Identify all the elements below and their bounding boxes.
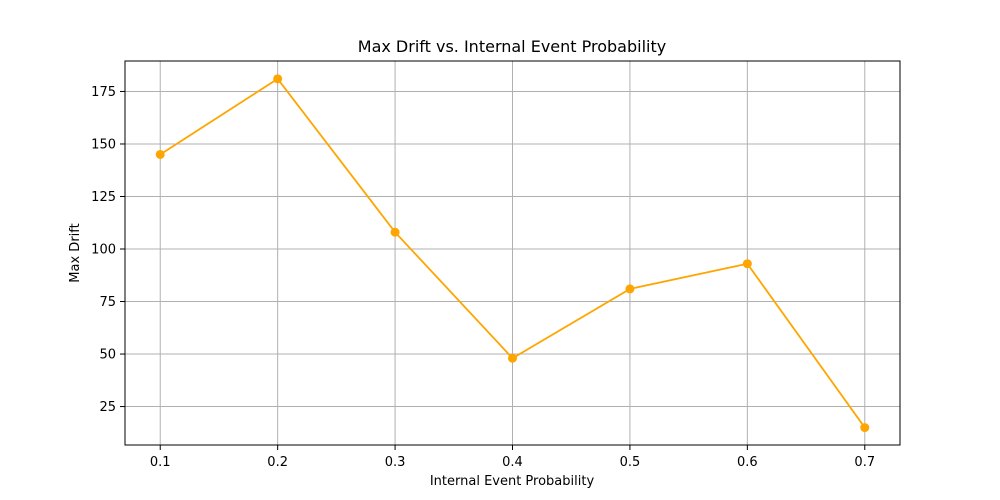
x-tick-label: 0.7 [854, 455, 875, 470]
data-point [273, 74, 283, 84]
plot-frame [124, 60, 901, 446]
tick-labels: 0.1 0.2 0.3 0.4 0.5 0.6 0.7 25 50 75 100 125 150 175 [91, 85, 875, 470]
data-point [155, 149, 165, 159]
x-tick-label: 0.5 [620, 455, 641, 470]
chart-title: Max Drift vs. Internal Event Probability [358, 37, 666, 56]
y-tick-label: 100 [91, 243, 116, 258]
series-layer [155, 74, 870, 433]
data-point [742, 259, 752, 269]
data-point [860, 423, 870, 433]
y-tick-label: 125 [91, 190, 116, 205]
x-tick-label: 0.2 [267, 455, 288, 470]
y-tick-label: 175 [91, 85, 116, 100]
x-tick-label: 0.6 [737, 455, 758, 470]
data-point [625, 284, 635, 294]
x-tick-label: 0.4 [502, 455, 523, 470]
y-tick-label: 25 [99, 400, 116, 415]
y-tick-label: 150 [91, 137, 116, 152]
x-tick-label: 0.1 [150, 455, 171, 470]
grid [125, 61, 900, 445]
x-axis-title: Internal Event Probability [430, 474, 595, 489]
axes [120, 60, 901, 450]
y-tick-label: 75 [99, 295, 116, 310]
data-point [508, 353, 517, 363]
y-axis-title: Max Drift [68, 223, 83, 282]
data-point [390, 227, 400, 237]
x-tick-label: 0.3 [385, 455, 406, 470]
y-tick-label: 50 [99, 348, 116, 363]
